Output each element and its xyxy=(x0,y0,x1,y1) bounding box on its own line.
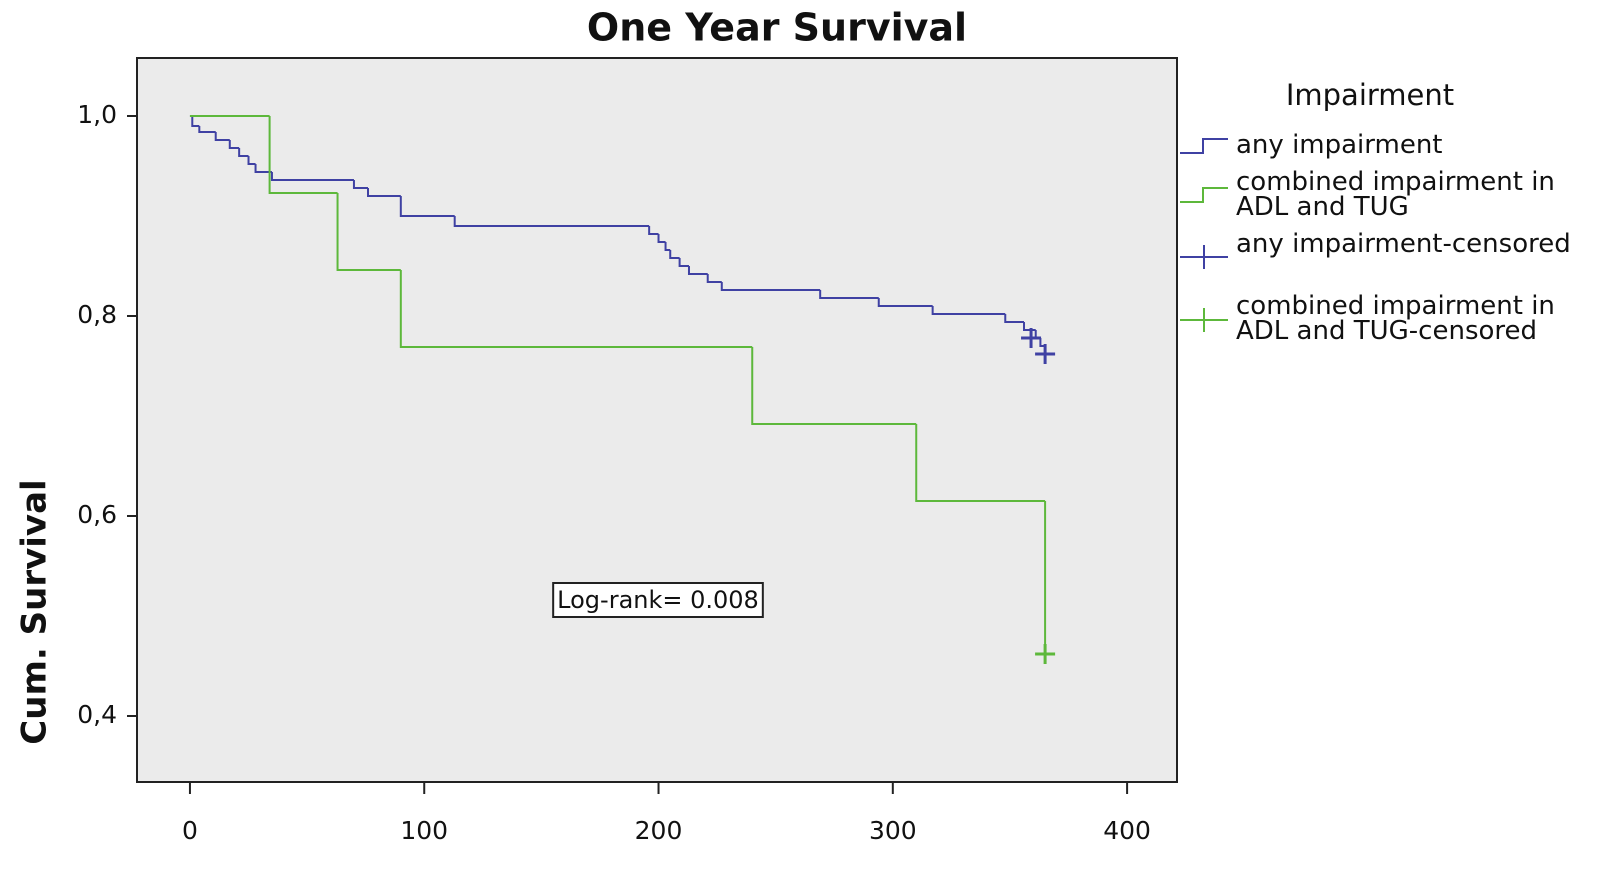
survival-step xyxy=(1004,314,1025,323)
legend-label: any impairment xyxy=(1236,130,1443,160)
plot-area xyxy=(136,57,1178,783)
legend-label: any impairment-censored xyxy=(1236,229,1571,259)
chart-title: One Year Survival xyxy=(587,6,967,50)
survival-step xyxy=(352,180,369,189)
survival-step xyxy=(214,132,230,141)
survival-step xyxy=(657,234,666,243)
survival-step xyxy=(336,193,401,271)
x-tick-label: 400 xyxy=(1103,816,1151,845)
survival-step xyxy=(678,258,689,267)
survival-step xyxy=(399,270,753,348)
x-tick-label: 200 xyxy=(635,816,683,845)
survival-step xyxy=(453,216,650,227)
censor-mark xyxy=(1021,328,1042,348)
survival-step xyxy=(399,196,455,217)
survival-step xyxy=(687,266,708,275)
survival-step xyxy=(931,306,1006,315)
survival-step xyxy=(819,290,879,299)
censor-mark xyxy=(1035,644,1056,664)
legend-symbol xyxy=(1180,187,1228,203)
legend-symbol xyxy=(1180,308,1228,332)
survival-step xyxy=(247,156,256,165)
survival-step xyxy=(751,347,917,425)
survival-step xyxy=(238,148,249,157)
survival-step xyxy=(254,164,272,173)
legend-symbol xyxy=(1180,245,1228,269)
survival-step xyxy=(228,140,240,149)
x-tick-label: 100 xyxy=(400,816,448,845)
legend-title: Impairment xyxy=(1286,78,1454,112)
survival-step xyxy=(1039,338,1046,347)
legend-label: combined impairment in ADL and TUG-censo… xyxy=(1236,291,1555,346)
y-tick-label: 0,4 xyxy=(77,700,117,729)
legend-label: combined impairment in ADL and TUG xyxy=(1236,167,1555,222)
y-axis-label: Cum. Survival xyxy=(15,479,55,744)
survival-step xyxy=(268,116,338,194)
survival-step xyxy=(720,282,821,291)
legend-symbol xyxy=(1180,138,1228,154)
survival-step xyxy=(877,298,933,307)
annotation-box xyxy=(552,582,764,618)
survival-step xyxy=(198,126,216,133)
x-tick-label: 300 xyxy=(869,816,917,845)
y-tick-label: 1,0 xyxy=(77,100,117,129)
survival-step xyxy=(191,116,200,127)
x-tick-label: 0 xyxy=(182,816,198,845)
survival-step xyxy=(706,274,722,283)
survival-step xyxy=(270,172,354,181)
survival-step xyxy=(669,250,680,259)
survival-step xyxy=(664,242,671,251)
survival-step xyxy=(367,188,401,197)
survival-step xyxy=(648,226,659,235)
censor-mark xyxy=(1035,344,1056,364)
survival-step xyxy=(915,424,1046,502)
y-tick-label: 0,8 xyxy=(77,300,117,329)
y-tick-label: 0,6 xyxy=(77,500,117,529)
annotation: Log-rank= 0.008 xyxy=(557,586,759,614)
